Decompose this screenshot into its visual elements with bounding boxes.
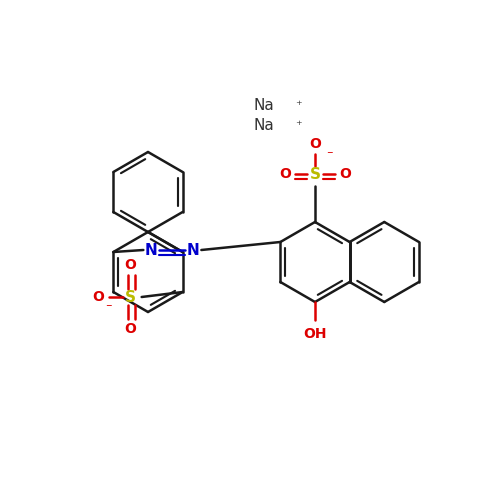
Text: S: S [125, 289, 136, 305]
Text: O: O [339, 167, 351, 181]
Text: O: O [125, 322, 137, 336]
Text: O: O [309, 137, 321, 151]
Text: O: O [279, 167, 291, 181]
Text: N: N [187, 242, 200, 258]
Text: O: O [125, 258, 137, 272]
Text: N: N [145, 242, 158, 258]
Text: ⁻: ⁻ [326, 149, 332, 162]
Text: OH: OH [303, 327, 327, 341]
Text: Na: Na [253, 117, 274, 133]
Text: ⁻: ⁻ [105, 303, 112, 316]
Text: ⁺: ⁺ [295, 118, 301, 132]
Text: O: O [93, 290, 104, 304]
Text: Na: Na [253, 98, 274, 113]
Text: S: S [309, 167, 320, 182]
Text: ⁺: ⁺ [295, 99, 301, 112]
